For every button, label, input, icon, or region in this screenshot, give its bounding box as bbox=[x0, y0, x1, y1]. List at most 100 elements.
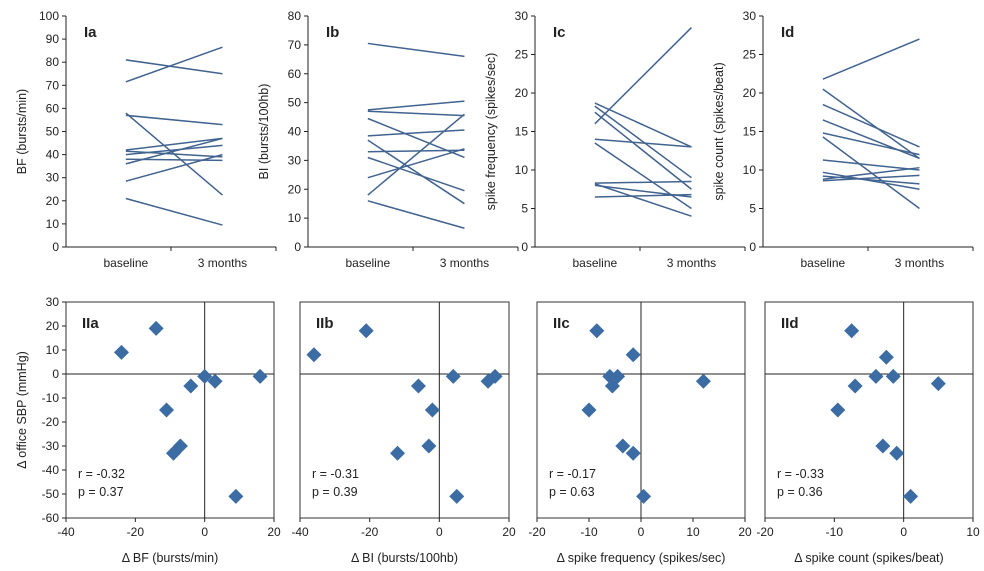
data-point-diamond bbox=[610, 368, 626, 384]
series-line bbox=[822, 132, 920, 156]
y-axis-label: Δ office SBP (mmHg) bbox=[15, 351, 29, 469]
panel-label: IIa bbox=[82, 315, 99, 332]
x-tick-label: -20 bbox=[756, 525, 774, 539]
series-line bbox=[594, 193, 692, 198]
y-tick-label: 90 bbox=[46, 32, 60, 46]
x-tick-label: 20 bbox=[267, 525, 281, 539]
panel-iid: -20 -10 0 10 Δ spike count (spikes/beat) IId r… bbox=[756, 301, 980, 565]
series-line bbox=[594, 111, 692, 190]
y-tick-label: 60 bbox=[288, 67, 302, 81]
y-tick-label: 60 bbox=[46, 101, 60, 115]
x-category-label: baseline bbox=[800, 256, 845, 270]
series-line bbox=[367, 42, 465, 58]
panel-ib: 0 10 20 30 40 50 60 70 80 baseline 3 months BI (bur… bbox=[257, 9, 519, 270]
series-line bbox=[594, 138, 692, 148]
data-point-diamond bbox=[113, 344, 129, 360]
x-category-label: baseline bbox=[345, 256, 390, 270]
x-tick-label: 20 bbox=[502, 525, 516, 539]
plot-frame bbox=[764, 301, 974, 519]
data-point-diamond bbox=[885, 368, 901, 384]
x-axis-label: Δ spike frequency (spikes/sec) bbox=[557, 551, 726, 565]
series-line bbox=[125, 59, 223, 75]
data-point-diamond bbox=[636, 488, 652, 504]
panel-label: Id bbox=[781, 24, 794, 41]
y-tick-label: 30 bbox=[288, 153, 302, 167]
y-tick-label: 0 bbox=[521, 240, 528, 254]
series-line bbox=[125, 150, 223, 158]
y-tick-label: 0 bbox=[294, 240, 301, 254]
series-line bbox=[125, 114, 223, 126]
x-axis-label: Δ BI (bursts/100hb) bbox=[351, 551, 458, 565]
x-tick-label: -10 bbox=[580, 525, 598, 539]
y-tick-label: 20 bbox=[46, 194, 60, 208]
y-tick-label: 20 bbox=[46, 319, 60, 333]
y-tick-label: 30 bbox=[743, 9, 757, 23]
y-tick-label: -40 bbox=[42, 463, 60, 477]
panel-ic: 0 5 10 15 20 25 30 baseline 3 months spike freque… bbox=[484, 9, 746, 270]
panel-label: IId bbox=[781, 315, 799, 332]
x-tick-label: 10 bbox=[686, 525, 700, 539]
x-tick-label: -10 bbox=[826, 525, 844, 539]
data-point-diamond bbox=[306, 347, 322, 363]
p-value-label: p = 0.36 bbox=[777, 485, 823, 499]
series-line bbox=[367, 156, 465, 192]
y-axis-label: spike frequency (spikes/sec) bbox=[484, 53, 498, 211]
x-tick-label: -20 bbox=[127, 525, 145, 539]
y-tick-label: 20 bbox=[743, 86, 757, 100]
y-tick-label: 80 bbox=[46, 55, 60, 69]
y-tick-label: -30 bbox=[42, 439, 60, 453]
panel-label: Ia bbox=[84, 24, 97, 41]
data-point-diamond bbox=[449, 488, 465, 504]
data-point-diamond bbox=[421, 438, 437, 454]
data-point-diamond bbox=[358, 323, 374, 339]
x-tick-label: 0 bbox=[638, 525, 645, 539]
data-point-diamond bbox=[625, 347, 641, 363]
panel-label: IIb bbox=[316, 315, 334, 332]
x-category-label: baseline bbox=[103, 256, 148, 270]
panel-iib: -40 -20 0 20 Δ BI (bursts/100hb) IIb r = -0.31… bbox=[291, 301, 516, 565]
data-point-diamond bbox=[148, 320, 164, 336]
series-line bbox=[367, 113, 465, 196]
y-axis-label: spike count (spikes/beat) bbox=[712, 62, 726, 200]
data-point-diamond bbox=[889, 445, 905, 461]
series-line bbox=[822, 159, 920, 171]
data-point-diamond bbox=[487, 368, 503, 384]
y-tick-label: 5 bbox=[521, 202, 528, 216]
y-tick-label: 50 bbox=[288, 96, 302, 110]
series-line bbox=[367, 200, 465, 229]
x-category-label: baseline bbox=[572, 256, 617, 270]
series-line bbox=[125, 137, 223, 165]
correlation-r-label: r = -0.33 bbox=[777, 467, 824, 481]
data-point-diamond bbox=[847, 378, 863, 394]
data-point-diamond bbox=[410, 378, 426, 394]
p-value-label: p = 0.63 bbox=[549, 485, 595, 499]
y-tick-label: 40 bbox=[288, 125, 302, 139]
series-line bbox=[594, 102, 692, 148]
correlation-r-label: r = -0.17 bbox=[549, 467, 596, 481]
correlation-r-label: r = -0.31 bbox=[312, 467, 359, 481]
y-tick-label: 10 bbox=[743, 163, 757, 177]
y-tick-label: 10 bbox=[515, 163, 529, 177]
panel-label: IIc bbox=[553, 315, 570, 332]
series-line bbox=[594, 183, 692, 217]
y-tick-label: -10 bbox=[42, 391, 60, 405]
x-tick-label: -40 bbox=[57, 525, 75, 539]
series-line bbox=[125, 46, 223, 83]
y-tick-label: -20 bbox=[42, 415, 60, 429]
data-point-diamond bbox=[844, 323, 860, 339]
series-line bbox=[367, 148, 465, 179]
data-point-diamond bbox=[252, 368, 268, 384]
data-point-diamond bbox=[183, 378, 199, 394]
series-line bbox=[822, 166, 920, 180]
y-tick-label: 10 bbox=[46, 343, 60, 357]
plot-frame bbox=[299, 301, 510, 519]
y-tick-label: 25 bbox=[515, 48, 529, 62]
data-point-diamond bbox=[875, 438, 891, 454]
series-line bbox=[125, 197, 223, 226]
data-point-diamond bbox=[581, 402, 597, 418]
series-line bbox=[367, 149, 465, 153]
y-tick-label: 10 bbox=[46, 217, 60, 231]
panel-ia: 0 10 20 30 40 50 60 70 80 90 100 baseline 3 months BF… bbox=[15, 9, 277, 270]
series-line bbox=[822, 119, 920, 160]
x-category-label: 3 months bbox=[895, 256, 944, 270]
